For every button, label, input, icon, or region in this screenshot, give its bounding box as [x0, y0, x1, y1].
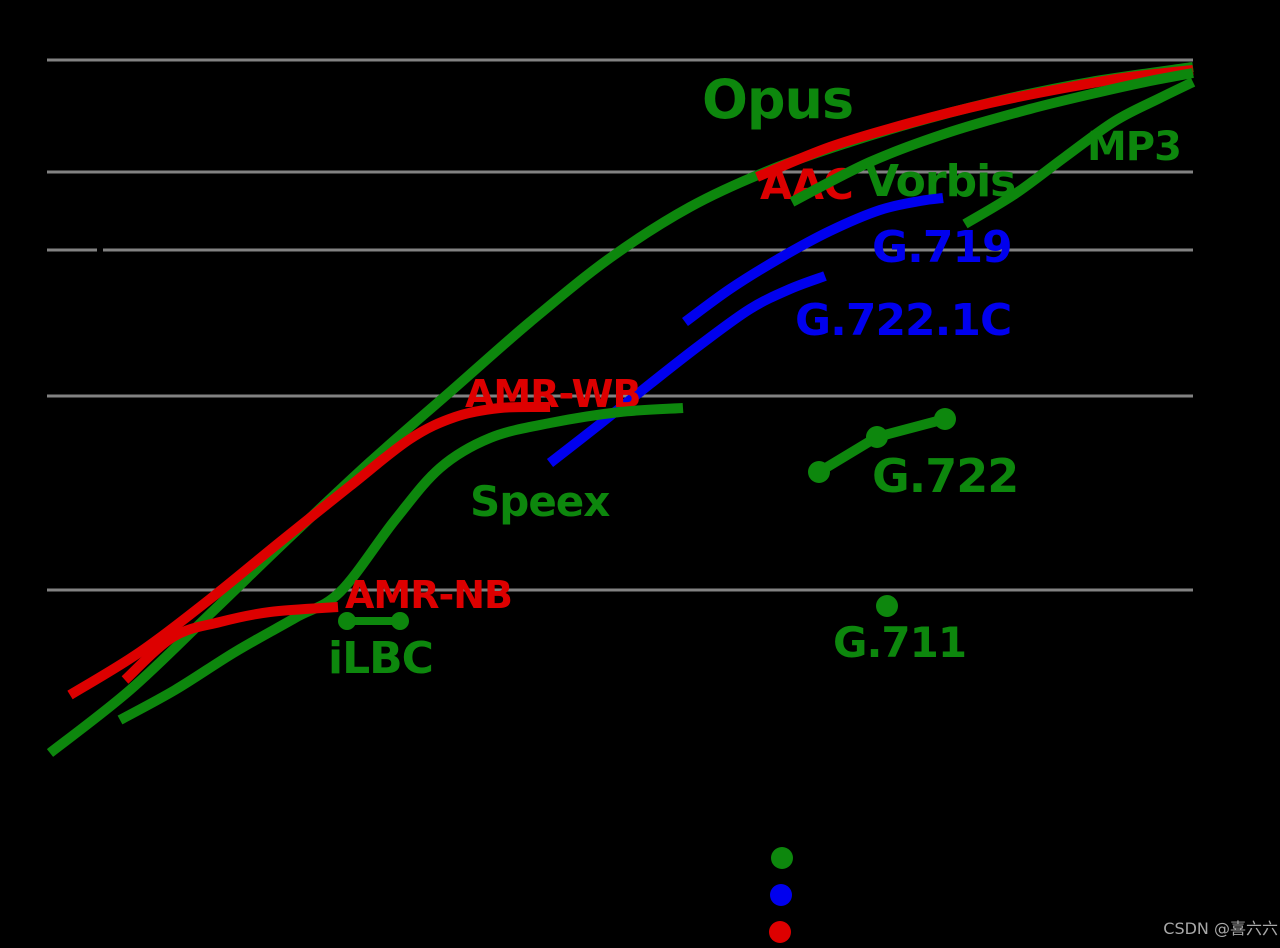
dot-g722-1 [866, 426, 888, 448]
legend-marker-blue [770, 884, 792, 906]
dot-g722-2 [934, 408, 956, 430]
dot-ilbc-0 [338, 612, 356, 630]
label-ilbc: iLBC [328, 633, 433, 684]
curve-g7221c [546, 271, 827, 467]
csdn-watermark: CSDN @喜六六 [1163, 919, 1278, 938]
curve-g719 [682, 193, 944, 327]
curve-amr-wb [67, 401, 551, 700]
legend-marker-green [771, 847, 793, 869]
label-speex: Speex [470, 477, 610, 526]
curve-mp3 [962, 77, 1196, 229]
label-g722: G.722 [872, 449, 1018, 503]
curve-speex [117, 403, 684, 725]
label-amr-nb: AMR-NB [345, 573, 512, 617]
label-opus: Opus [702, 68, 853, 131]
label-mp3: MP3 [1087, 124, 1181, 170]
dot-g711-0 [876, 595, 898, 617]
curve-aac [755, 65, 1194, 182]
label-aac: AAC [760, 160, 853, 209]
dot-g722-0 [808, 461, 830, 483]
label-g711: G.711 [833, 618, 966, 667]
curve-vorbis [789, 68, 1194, 207]
label-g719: G.719 [872, 222, 1012, 273]
label-g7221c: G.722.1C [795, 295, 1011, 346]
legend-marker-red [769, 921, 791, 943]
curve-amr-nb [121, 602, 339, 684]
dot-ilbc-1 [391, 612, 409, 630]
